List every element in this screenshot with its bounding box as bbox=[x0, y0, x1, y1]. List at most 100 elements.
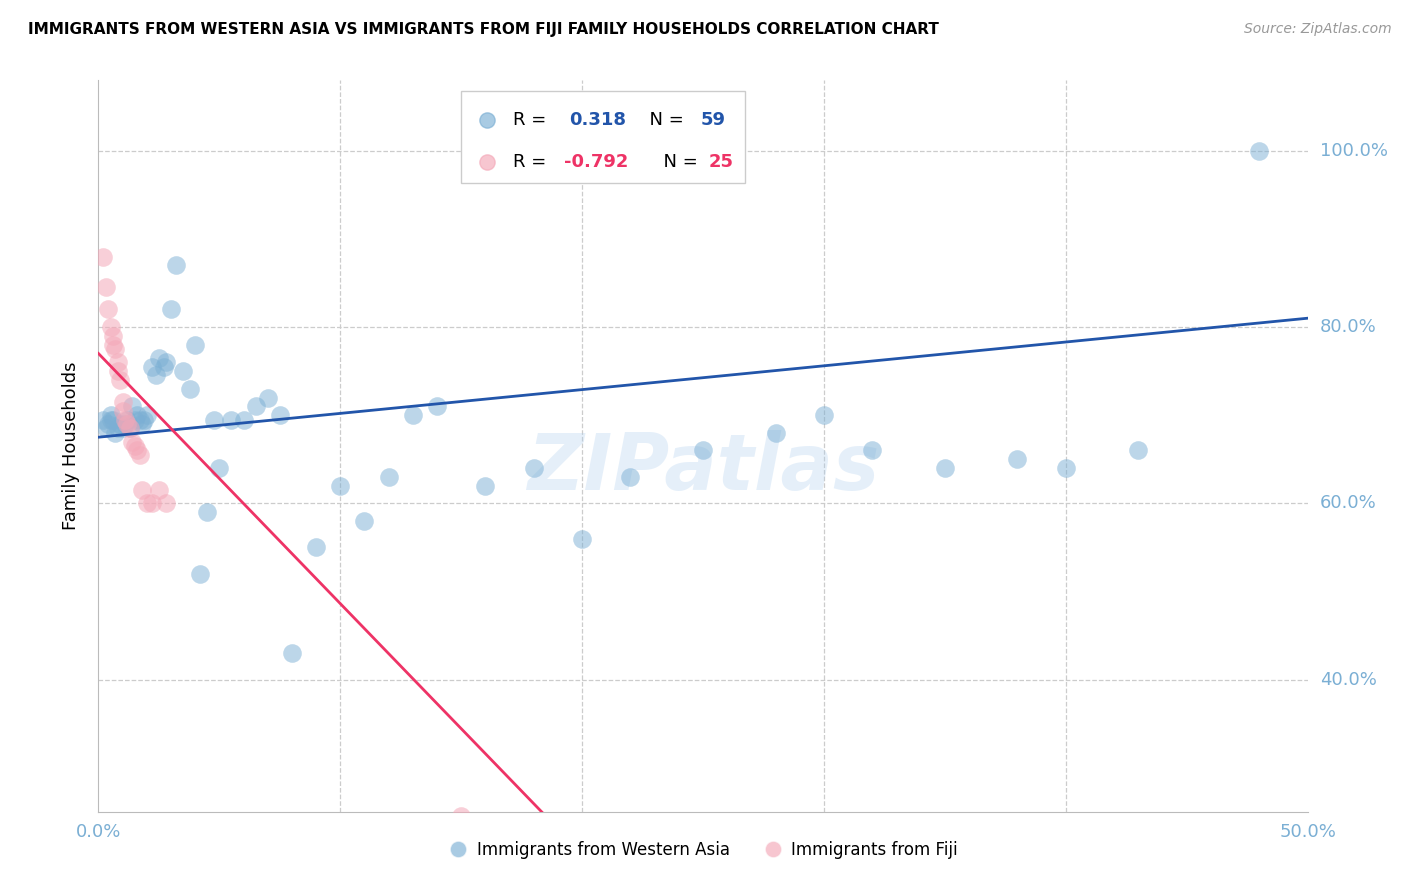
Point bbox=[107, 421, 129, 435]
Point bbox=[148, 351, 170, 365]
Point bbox=[141, 496, 163, 510]
Point bbox=[128, 412, 150, 426]
Point bbox=[131, 483, 153, 497]
Point bbox=[91, 250, 114, 264]
Y-axis label: Family Households: Family Households bbox=[62, 362, 80, 530]
Point bbox=[104, 425, 127, 440]
Point bbox=[111, 421, 134, 435]
FancyBboxPatch shape bbox=[461, 91, 745, 183]
Point bbox=[619, 470, 641, 484]
Point bbox=[141, 359, 163, 374]
Point bbox=[104, 342, 127, 356]
Text: IMMIGRANTS FROM WESTERN ASIA VS IMMIGRANTS FROM FIJI FAMILY HOUSEHOLDS CORRELATI: IMMIGRANTS FROM WESTERN ASIA VS IMMIGRAN… bbox=[28, 22, 939, 37]
Point bbox=[402, 408, 425, 422]
Point bbox=[100, 320, 122, 334]
Point bbox=[860, 443, 883, 458]
Point bbox=[94, 280, 117, 294]
Point bbox=[692, 443, 714, 458]
Text: 59: 59 bbox=[700, 112, 725, 129]
Point bbox=[135, 408, 157, 422]
Point bbox=[108, 417, 131, 431]
Point bbox=[124, 439, 146, 453]
Point bbox=[152, 359, 174, 374]
Point bbox=[97, 417, 120, 431]
Point bbox=[127, 408, 149, 422]
Text: 40.0%: 40.0% bbox=[1320, 671, 1376, 689]
Text: 100.0%: 100.0% bbox=[1320, 142, 1388, 160]
Point bbox=[135, 496, 157, 510]
Point bbox=[101, 412, 124, 426]
Point bbox=[353, 514, 375, 528]
Point bbox=[118, 421, 141, 435]
Point bbox=[571, 532, 593, 546]
Point bbox=[94, 421, 117, 435]
Point bbox=[329, 478, 352, 492]
Point bbox=[117, 412, 139, 426]
Point bbox=[97, 302, 120, 317]
Point bbox=[114, 412, 136, 426]
Point bbox=[134, 412, 156, 426]
Point bbox=[172, 364, 194, 378]
Text: N =: N = bbox=[638, 112, 689, 129]
Point bbox=[100, 412, 122, 426]
Point bbox=[124, 412, 146, 426]
Point bbox=[1128, 443, 1150, 458]
Point bbox=[184, 337, 207, 351]
Point bbox=[1007, 452, 1029, 467]
Point bbox=[160, 302, 183, 317]
Text: Source: ZipAtlas.com: Source: ZipAtlas.com bbox=[1244, 22, 1392, 37]
Point bbox=[426, 400, 449, 414]
Point bbox=[101, 337, 124, 351]
Point bbox=[765, 425, 787, 440]
Point bbox=[377, 470, 399, 484]
Point bbox=[101, 329, 124, 343]
Point bbox=[281, 646, 304, 660]
Point bbox=[232, 412, 254, 426]
Point bbox=[117, 417, 139, 431]
Point bbox=[450, 809, 472, 823]
Text: ZIPatlas: ZIPatlas bbox=[527, 430, 879, 506]
Text: 0.318: 0.318 bbox=[569, 112, 626, 129]
Point bbox=[107, 355, 129, 369]
Point bbox=[111, 395, 134, 409]
Point bbox=[100, 408, 122, 422]
Point bbox=[121, 434, 143, 449]
Point bbox=[208, 461, 231, 475]
Point bbox=[813, 408, 835, 422]
Point bbox=[148, 483, 170, 497]
Point bbox=[179, 382, 201, 396]
Point bbox=[269, 408, 291, 422]
Text: -0.792: -0.792 bbox=[564, 153, 628, 171]
Point bbox=[111, 403, 134, 417]
Point bbox=[114, 417, 136, 431]
Point bbox=[934, 461, 956, 475]
Point bbox=[121, 400, 143, 414]
Point bbox=[245, 400, 267, 414]
Point bbox=[107, 364, 129, 378]
Point bbox=[1249, 144, 1271, 158]
Point bbox=[131, 417, 153, 431]
Point bbox=[221, 412, 243, 426]
Legend: Immigrants from Western Asia, Immigrants from Fiji: Immigrants from Western Asia, Immigrants… bbox=[441, 834, 965, 865]
Point bbox=[188, 566, 211, 581]
Point bbox=[165, 258, 187, 272]
Point bbox=[145, 368, 167, 383]
Point bbox=[91, 412, 114, 426]
Point bbox=[204, 412, 226, 426]
Text: 80.0%: 80.0% bbox=[1320, 318, 1376, 336]
Text: R =: R = bbox=[513, 153, 553, 171]
Point bbox=[305, 541, 328, 555]
Point bbox=[108, 373, 131, 387]
Point bbox=[256, 391, 278, 405]
Point bbox=[523, 461, 546, 475]
Point bbox=[474, 478, 496, 492]
Text: N =: N = bbox=[652, 153, 704, 171]
Point bbox=[195, 505, 218, 519]
Text: R =: R = bbox=[513, 112, 553, 129]
Point bbox=[127, 443, 149, 458]
Point bbox=[1054, 461, 1077, 475]
Point bbox=[155, 496, 177, 510]
Point bbox=[128, 448, 150, 462]
Text: 60.0%: 60.0% bbox=[1320, 494, 1376, 512]
Point bbox=[118, 421, 141, 435]
